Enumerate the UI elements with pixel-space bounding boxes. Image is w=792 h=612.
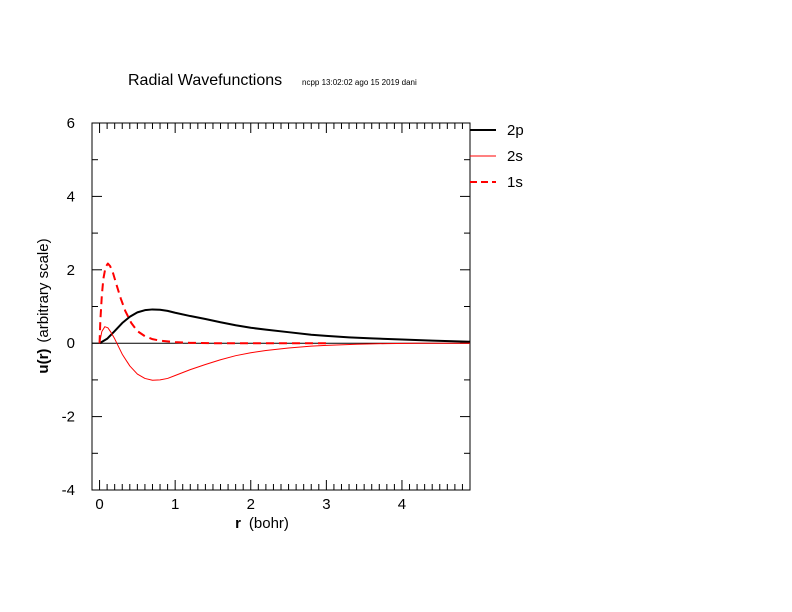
y-axis-label: u(r) (arbitrary scale): [35, 238, 52, 373]
x-tick-label: 1: [171, 496, 179, 513]
legend-label-2s: 2s: [507, 148, 523, 165]
y-tick-label: 2: [67, 262, 75, 279]
plot-area: 0 1 2 3 4 -4 -2 0 2 4 6: [62, 115, 471, 513]
x-tick-label: 0: [95, 496, 103, 513]
series-line-2s: [99, 326, 470, 381]
legend-label-1s: 1s: [507, 174, 523, 191]
x-tick-label: 4: [398, 496, 406, 513]
x-axis-label-unit: (bohr): [249, 515, 289, 532]
y-tick-label: -4: [62, 482, 75, 499]
legend: 2p 2s 1s: [470, 122, 524, 191]
x-axis-label-symbol: r: [235, 515, 241, 532]
axis-ticks: [92, 122, 470, 491]
y-tick-label: 0: [67, 335, 75, 352]
series-line-1s: [98, 262, 327, 345]
plot-frame: [91, 122, 471, 491]
y-tick-label: 6: [67, 115, 75, 132]
chart-subtitle: ncpp 13:02:02 ago 15 2019 dani: [302, 78, 417, 87]
y-tick-label: 4: [67, 188, 75, 205]
legend-label-2p: 2p: [507, 122, 524, 139]
axis-tick-labels: 0 1 2 3 4 -4 -2 0 2 4 6: [62, 115, 406, 513]
y-tick-label: -2: [62, 409, 75, 426]
x-tick-label: 3: [322, 496, 330, 513]
series-line-2p: [99, 308, 471, 345]
y-axis-label-symbol: u(r): [35, 349, 52, 374]
x-axis-label: r (bohr): [235, 515, 289, 532]
x-tick-label: 2: [247, 496, 255, 513]
series-lines: [98, 262, 471, 381]
y-axis-label-unit: (arbitrary scale): [35, 238, 52, 342]
chart-title: Radial Wavefunctions: [128, 72, 282, 89]
